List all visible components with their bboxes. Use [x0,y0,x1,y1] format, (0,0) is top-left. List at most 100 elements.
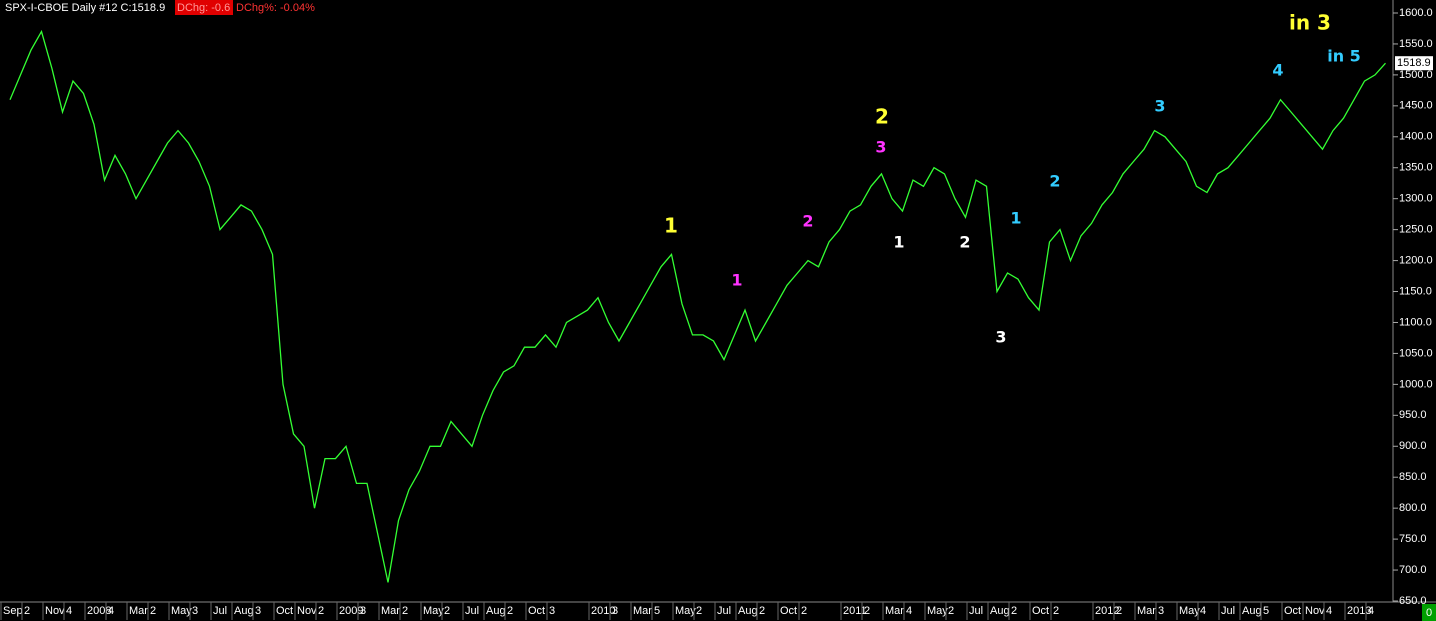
wave-label: 2 [1049,172,1060,191]
x-tick-label: 2 [507,605,513,617]
x-tick-label: 2 [759,605,765,617]
x-tick-label: Aug [1242,605,1262,617]
x-tick-label: Oct [1032,605,1049,617]
wave-label: 1 [1010,209,1021,228]
corner-label: 0 [1426,607,1432,619]
x-tick-label: Mar [633,605,652,617]
x-tick-label: 2 [1011,605,1017,617]
x-tick-label: 4 [108,605,114,617]
x-tick-label: May [927,605,948,617]
last-price-badge [1395,56,1433,71]
wave-label: 2 [875,105,889,129]
wave-label: 3 [1154,97,1165,116]
x-tick-label: 2 [1116,605,1122,617]
x-tick-label: Jul [465,605,479,617]
x-tick-label: 2 [1053,605,1059,617]
wave-label: in 3 [1289,11,1331,35]
x-tick-label: 2008 [87,605,111,617]
x-tick-label: Nov [1305,605,1325,617]
y-tick-label: 850.0 [1399,471,1427,483]
x-tick-label: 2 [150,605,156,617]
x-tick-label: Oct [276,605,293,617]
x-tick-label: 3 [192,605,198,617]
x-tick-label: Nov [297,605,317,617]
x-tick-label: 2012 [1095,605,1119,617]
x-tick-label: Aug [486,605,506,617]
x-tick-label: Jul [717,605,731,617]
wave-label: 4 [1272,61,1283,80]
x-tick-label: Oct [780,605,797,617]
x-tick-label: Jul [969,605,983,617]
price-line [9,29,1386,583]
x-tick-label: 3 [612,605,618,617]
y-tick-label: 1200.0 [1399,254,1433,266]
x-tick-label: Mar [129,605,148,617]
wave-label: 3 [995,328,1006,347]
x-tick-label: 2 [801,605,807,617]
wave-label: 1 [893,233,904,252]
x-tick-label: 3 [255,605,261,617]
y-tick-label: 1250.0 [1399,224,1433,236]
x-tick-label: Oct [528,605,545,617]
y-tick-label: 900.0 [1399,440,1427,452]
wave-label: 1 [731,271,742,290]
x-tick-label: Jul [213,605,227,617]
x-tick-label: 3 [360,605,366,617]
x-tick-label: 4 [66,605,72,617]
x-tick-label: May [171,605,192,617]
change-badge [175,0,233,15]
x-tick-label: 3 [549,605,555,617]
x-tick-label: 2009 [339,605,363,617]
y-tick-label: 800.0 [1399,502,1427,514]
x-tick-label: May [1179,605,1200,617]
wave-label: 3 [875,138,886,157]
x-tick-label: May [675,605,696,617]
x-tick-label: Aug [234,605,254,617]
x-tick-label: 3 [1158,605,1164,617]
y-tick-label: 1450.0 [1399,100,1433,112]
x-tick-label: 2 [444,605,450,617]
x-tick-label: Aug [738,605,758,617]
x-tick-label: Mar [381,605,400,617]
wave-label: 2 [959,233,970,252]
y-tick-label: 1000.0 [1399,378,1433,390]
y-tick-label: 1150.0 [1399,285,1432,297]
x-tick-label: 2 [864,605,870,617]
x-tick-label: 2010 [591,605,615,617]
y-tick-label: 1100.0 [1399,316,1432,328]
x-tick-label: Mar [1137,605,1156,617]
x-tick-label: 2 [24,605,30,617]
y-tick-label: 1500.0 [1399,69,1433,81]
chart-title: SPX-I-CBOE Daily #12 C:1518.9 [5,2,165,14]
y-tick-label: 700.0 [1399,564,1427,576]
x-tick-label: 2011 [843,605,867,617]
y-tick-label: 1350.0 [1399,162,1433,174]
change-label: DChg: -0.6 [177,2,230,14]
y-tick-label: 1300.0 [1399,193,1433,205]
y-tick-label: 650.0 [1399,595,1427,607]
y-tick-label: 750.0 [1399,533,1427,545]
x-tick-label: 2 [696,605,702,617]
change-pct-label: DChg%: -0.04% [236,2,315,14]
x-tick-label: Jul [1221,605,1235,617]
corner-badge [1422,604,1436,621]
x-tick-label: 2013 [1347,605,1371,617]
x-tick-label: 4 [1326,605,1332,617]
y-tick-label: 1400.0 [1399,131,1433,143]
x-tick-label: Oct [1284,605,1301,617]
x-tick-label: Nov [45,605,65,617]
y-tick-label: 1050.0 [1399,347,1433,359]
last-price-label: 1518.9 [1397,57,1431,69]
x-tick-label: Sep [3,605,23,617]
y-tick-label: 1600.0 [1399,7,1433,19]
x-tick-label: 4 [1368,605,1374,617]
x-tick-label: 5 [1263,605,1269,617]
wave-label: 1 [664,214,678,238]
x-tick-label: 4 [906,605,912,617]
wave-label: in 5 [1327,47,1361,66]
wave-label: 2 [802,212,813,231]
x-tick-label: Mar [885,605,904,617]
x-tick-label: 5 [654,605,660,617]
